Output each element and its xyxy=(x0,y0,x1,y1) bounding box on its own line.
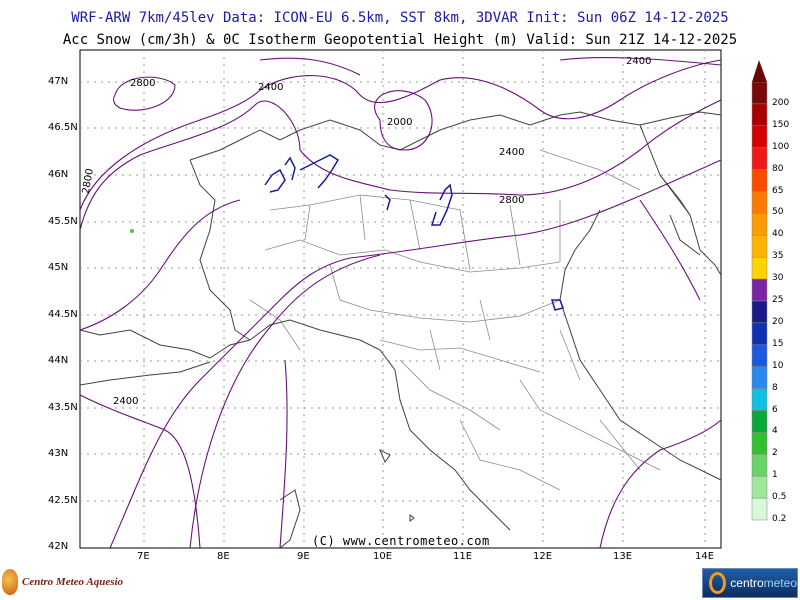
lat-label: 42N xyxy=(48,541,69,552)
colorbar-swatch xyxy=(751,344,768,367)
colorbar-swatch xyxy=(751,454,768,477)
colorbar-swatch xyxy=(751,81,768,105)
colorbar-swatch xyxy=(751,103,768,127)
colorbar-tick-label: 2 xyxy=(772,448,778,459)
colorbar-swatch xyxy=(751,322,768,346)
map-frame xyxy=(79,49,722,549)
lat-label: 44.5N xyxy=(48,309,78,320)
lon-label: 8E xyxy=(217,551,230,562)
logo-mark-icon xyxy=(2,569,18,595)
colorbar-swatch xyxy=(751,213,768,236)
colorbar-tick-label: 20 xyxy=(772,316,784,327)
snow-cells xyxy=(264,154,564,311)
colorbar-swatch xyxy=(751,125,768,148)
colorbar xyxy=(751,81,768,521)
colorbar-swatch xyxy=(751,147,768,170)
lon-label: 12E xyxy=(533,551,553,562)
lat-label: 46N xyxy=(48,169,69,180)
lat-label: 45.5N xyxy=(48,216,78,227)
logo-right-text: centrometeo xyxy=(730,576,797,590)
colorbar-tick-label: 15 xyxy=(772,338,784,349)
lat-label: 43N xyxy=(48,448,69,459)
logo-centrometeo[interactable]: centrometeo xyxy=(702,568,798,598)
colorbar-swatch xyxy=(751,278,768,302)
colorbar-tick-label: 65 xyxy=(772,185,784,196)
colorbar-swatch xyxy=(751,410,768,433)
colorbar-tick-label: 6 xyxy=(772,404,778,415)
light-snow-cell xyxy=(130,229,134,233)
lat-label: 43.5N xyxy=(48,402,78,413)
region-borders xyxy=(249,149,661,491)
colorbar-tick-label: 10 xyxy=(772,360,784,371)
lon-label: 14E xyxy=(695,551,715,562)
colorbar-swatch xyxy=(751,432,768,455)
colorbar-swatch xyxy=(751,497,768,521)
map-title-line-1: WRF-ARW 7km/45lev Data: ICON-EU 6.5km, S… xyxy=(71,10,729,26)
swirl-icon xyxy=(709,572,727,594)
lon-label: 9E xyxy=(297,551,310,562)
contour-label: 2400 xyxy=(258,82,283,93)
lat-label: 45N xyxy=(48,262,69,273)
colorbar-swatch xyxy=(751,256,768,280)
colorbar-tick-label: 25 xyxy=(772,295,784,305)
lat-label: 46.5N xyxy=(48,122,78,133)
lon-label: 10E xyxy=(373,551,393,562)
colorbar-swatch xyxy=(751,366,768,389)
contour-label: 2800 xyxy=(499,195,524,206)
colorbar-tick-label: 8 xyxy=(772,382,778,393)
lat-label: 42.5N xyxy=(48,495,78,506)
logo-left-text: Centro Meteo Aquesio xyxy=(22,576,124,588)
isotherm-contours xyxy=(79,56,722,549)
colorbar-arrow xyxy=(752,60,767,82)
colorbar-tick-label: 150 xyxy=(772,119,790,130)
contour-label: 2800 xyxy=(81,168,96,195)
lon-label: 11E xyxy=(453,551,473,562)
colorbar-tick-label: 0.2 xyxy=(772,514,787,524)
colorbar-tick-label: 35 xyxy=(772,251,784,262)
contour-label: 2400 xyxy=(113,396,138,407)
colorbar-swatch xyxy=(751,300,768,324)
colorbar-swatch xyxy=(751,388,768,411)
contour-label: 2400 xyxy=(626,56,651,67)
lon-label: 7E xyxy=(137,551,150,562)
copyright-watermark: (C) www.centrometeo.com xyxy=(312,534,490,548)
graticule xyxy=(80,50,721,548)
colorbar-tick-label: 100 xyxy=(772,141,790,152)
contour-label: 2800 xyxy=(130,78,155,89)
contour-label: 2000 xyxy=(387,117,412,128)
colorbar-tick-label: 30 xyxy=(772,273,784,284)
colorbar-tick-label: 1 xyxy=(772,470,778,481)
colorbar-tick-label: 0.5 xyxy=(772,492,787,503)
lat-label: 47N xyxy=(48,76,69,87)
colorbar-swatch xyxy=(751,191,768,214)
contour-label: 2400 xyxy=(499,147,524,158)
colorbar-swatch xyxy=(751,475,768,499)
colorbar-tick-label: 200 xyxy=(772,97,790,108)
colorbar-tick-label: 80 xyxy=(772,163,784,174)
colorbar-tick-label: 40 xyxy=(772,229,784,240)
colorbar-tick-label: 4 xyxy=(772,426,778,437)
map-title-line-2: Acc Snow (cm/3h) & 0C Isotherm Geopotent… xyxy=(62,32,738,48)
colorbar-tick-label: 50 xyxy=(772,207,784,218)
lon-label: 13E xyxy=(613,551,633,562)
logo-centro-meteo-aquesio[interactable]: Centro Meteo Aquesio xyxy=(0,568,123,596)
lat-label: 44N xyxy=(48,355,69,366)
colorbar-swatch xyxy=(751,235,768,258)
country-borders xyxy=(79,111,722,549)
colorbar-swatch xyxy=(751,169,768,192)
